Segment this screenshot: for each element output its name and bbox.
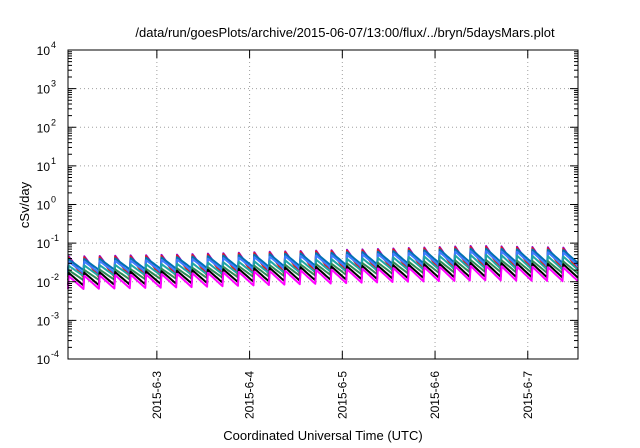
x-axis-label: Coordinated Universal Time (UTC) <box>223 428 422 443</box>
x-tick-label: 2015-6-4 <box>243 371 257 419</box>
series-layer <box>67 245 579 290</box>
y-tick-label: 10 <box>37 353 51 367</box>
y-tick-exponent: -2 <box>51 272 59 282</box>
grid <box>68 50 578 359</box>
y-tick-label: 10 <box>37 44 51 58</box>
x-tick-label: 2015-6-6 <box>428 371 442 419</box>
y-tick-exponent: -1 <box>51 233 59 243</box>
y-tick-label: 10 <box>37 121 51 135</box>
y-tick-label: 10 <box>37 160 51 174</box>
x-tick-label: 2015-6-3 <box>150 371 164 419</box>
series-line-6 <box>67 259 579 282</box>
y-tick-label: 10 <box>37 83 51 97</box>
x-axis: 2015-6-3 2015-6-4 2015-6-5 2015-6-6 2015-6-7 <box>150 50 535 419</box>
y-tick-exponent: 0 <box>51 195 56 205</box>
series-line-3 <box>67 247 579 272</box>
y-tick-label: 10 <box>37 199 51 213</box>
y-tick-exponent: 4 <box>51 40 56 50</box>
y-axis-label: cSv/day <box>17 181 32 228</box>
y-tick-exponent: 3 <box>51 79 56 89</box>
series-line-7 <box>67 261 579 287</box>
y-tick-exponent: -4 <box>51 349 59 359</box>
series-line-8 <box>67 264 579 290</box>
y-tick-label: 10 <box>37 237 51 251</box>
y-tick-label: 10 <box>37 276 51 290</box>
x-tick-label: 2015-6-5 <box>335 371 349 419</box>
y-tick-exponent: -3 <box>51 310 59 320</box>
y-tick-exponent: 1 <box>51 156 56 166</box>
x-tick-label: 2015-6-7 <box>521 371 535 419</box>
series-line-4 <box>67 250 579 274</box>
chart-title: /data/run/goesPlots/archive/2015-06-07/1… <box>135 25 555 40</box>
series-line-5 <box>67 253 579 278</box>
y-tick-label: 10 <box>37 314 51 328</box>
y-tick-exponent: 2 <box>51 117 56 127</box>
